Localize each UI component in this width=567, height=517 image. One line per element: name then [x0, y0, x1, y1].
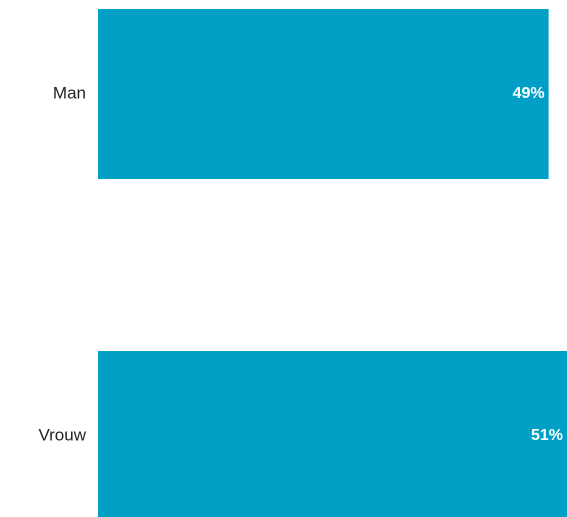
data-label-vrouw: 51% [531, 427, 563, 444]
category-label-vrouw: Vrouw [38, 425, 86, 444]
bars-layer [98, 9, 567, 517]
bar-man [98, 9, 549, 179]
data-label-man: 49% [513, 85, 545, 102]
labels-layer: Man 49% Vrouw 51% [38, 83, 563, 444]
bar-vrouw [98, 351, 567, 517]
category-label-man: Man [53, 83, 86, 102]
